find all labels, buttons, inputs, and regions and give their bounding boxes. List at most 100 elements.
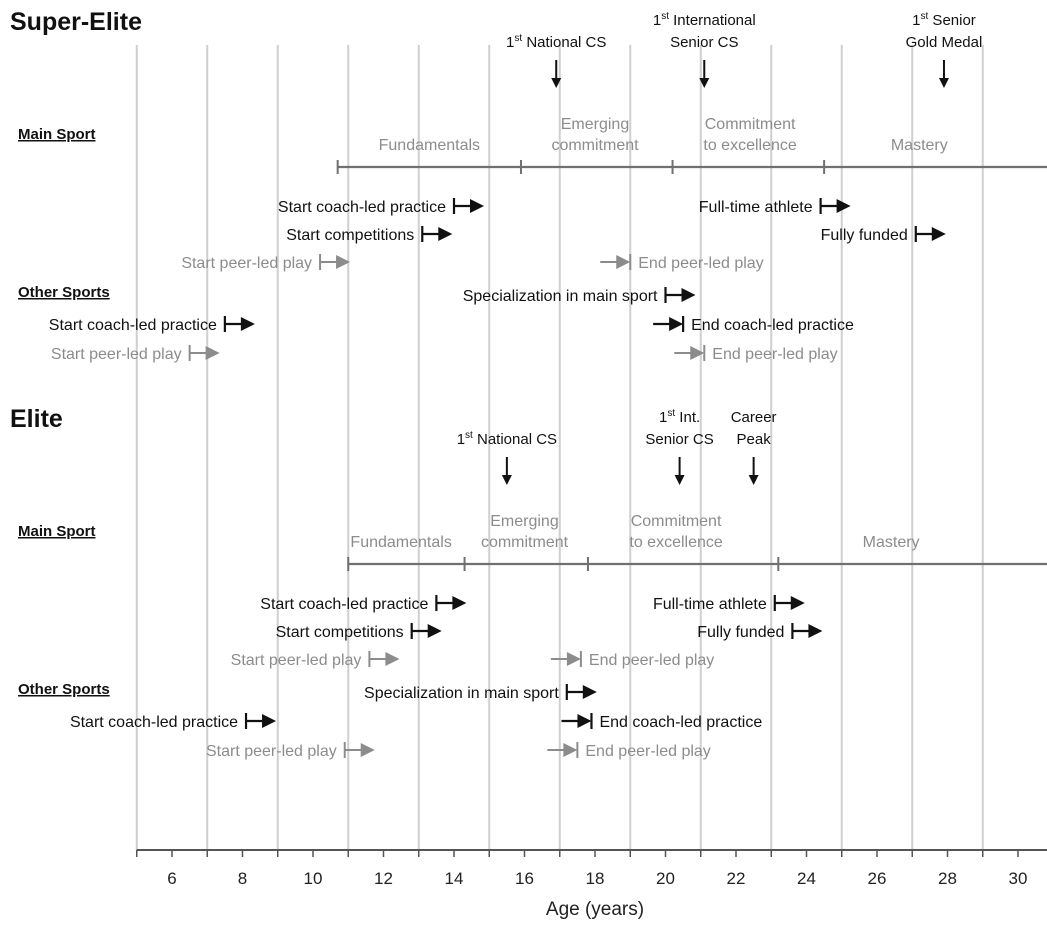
phase-label: Mastery [863, 534, 920, 551]
phase-label: Commitment [705, 116, 796, 133]
marker-arrowhead [360, 743, 375, 757]
axis-tick-label: 24 [797, 869, 816, 888]
event-label: Specialization in main sport [463, 288, 658, 305]
milestone-label: Career [731, 409, 777, 426]
milestone-arrowhead [699, 78, 710, 88]
main-sport-events: Start coach-led practice Start competitio… [181, 198, 946, 272]
event-label: End peer-led play [589, 652, 714, 669]
milestone-arrowhead [938, 78, 949, 88]
milestone: 1st Senior Gold Medal [906, 11, 983, 88]
axis-tick-label: 16 [515, 869, 534, 888]
axis-tick-label: 8 [238, 869, 247, 888]
event-marker [674, 345, 706, 361]
milestone-label: Senior CS [670, 34, 738, 51]
marker-arrowhead [681, 288, 696, 302]
event-marker [664, 287, 696, 303]
event-marker [773, 595, 805, 611]
milestone-arrowhead [674, 475, 685, 485]
phase-label: commitment [481, 534, 569, 551]
axis-tick-label: 26 [868, 869, 887, 888]
event-label: Full-time athlete [653, 596, 767, 613]
event-label: End peer-led play [585, 743, 710, 760]
event-label: End peer-led play [712, 346, 837, 363]
milestone-label: 1st National CS [506, 33, 606, 51]
event-label: Start peer-led play [181, 255, 312, 272]
marker-arrowhead [836, 199, 851, 213]
milestone: 1st National CS [457, 430, 557, 485]
other-sports-events: Specialization in main sport Start coach-… [49, 287, 854, 363]
marker-arrowhead [931, 227, 946, 241]
event-marker [452, 198, 484, 214]
main-sport-heading: Main Sport [18, 523, 96, 540]
phase-line: Fundamentals Emerging commitment Commitment… [336, 116, 1047, 174]
milestone: 1st National CS [506, 33, 606, 88]
milestone-label: Peak [737, 431, 772, 448]
event-marker [368, 651, 400, 667]
other-sports-heading: Other Sports [18, 681, 110, 698]
other-sports-events: Specialization in main sport Start coach-… [70, 684, 762, 760]
marker-arrowhead [563, 743, 578, 757]
event-label: End peer-led play [638, 255, 763, 272]
group-super-elite: Super-Elite 1st National CS 1st Internatio… [10, 8, 1047, 363]
marker-arrowhead [577, 714, 592, 728]
phase-label: Fundamentals [350, 534, 451, 551]
event-label: Full-time athlete [699, 199, 813, 216]
event-label: Start peer-led play [206, 743, 337, 760]
event-label: Specialization in main sport [364, 685, 559, 702]
marker-arrowhead [262, 714, 277, 728]
event-label: Start coach-led practice [49, 317, 217, 334]
event-marker [565, 684, 597, 700]
marker-arrowhead [616, 255, 631, 269]
marker-arrowhead [808, 624, 823, 638]
marker-arrowhead [690, 346, 705, 360]
axis-tick-label: 18 [586, 869, 605, 888]
age-gridlines [135, 45, 984, 850]
phase-label: to excellence [629, 534, 722, 551]
axis-tick-label: 12 [374, 869, 393, 888]
marker-arrowhead [427, 624, 442, 638]
event-label: Start coach-led practice [278, 199, 446, 216]
milestone: Career Peak [731, 409, 777, 485]
axis-tick-label: 14 [445, 869, 464, 888]
milestone-label: Gold Medal [906, 34, 983, 51]
event-label: Start competitions [276, 624, 404, 641]
milestone-label: Senior CS [645, 431, 713, 448]
milestone-label: 1st National CS [457, 430, 557, 448]
phase-label: Emerging [561, 116, 629, 133]
event-marker [435, 595, 467, 611]
athlete-groups: Super-Elite 1st National CS 1st Internatio… [10, 8, 1047, 760]
event-marker [600, 254, 632, 270]
phase-label: to excellence [703, 137, 796, 154]
event-label: Start coach-led practice [70, 714, 238, 731]
main-sport-heading: Main Sport [18, 126, 96, 143]
milestone-label: 1st Int. [659, 408, 700, 426]
marker-arrowhead [205, 346, 220, 360]
milestone-arrowhead [748, 475, 759, 485]
milestone-arrowhead [501, 475, 512, 485]
event-label: Start peer-led play [231, 652, 362, 669]
group-title: Super-Elite [10, 8, 142, 36]
event-label: Start competitions [286, 227, 414, 244]
axis-tick-label: 10 [304, 869, 323, 888]
event-marker [319, 254, 351, 270]
event-marker [653, 316, 685, 332]
event-label: Fully funded [697, 624, 784, 641]
event-marker [421, 226, 453, 242]
event-marker [819, 198, 851, 214]
phase-label: Emerging [490, 513, 558, 530]
marker-arrowhead [336, 255, 351, 269]
event-marker [223, 316, 255, 332]
axis-tick-label: 6 [167, 869, 176, 888]
other-sports-heading: Other Sports [18, 284, 110, 301]
marker-arrowhead [669, 317, 684, 331]
axis-tick-label: 22 [727, 869, 746, 888]
event-label: Start coach-led practice [260, 596, 428, 613]
phase-label: Commitment [631, 513, 722, 530]
event-marker [547, 742, 579, 758]
event-marker [343, 742, 375, 758]
marker-arrowhead [582, 685, 597, 699]
group-title: Elite [10, 405, 63, 433]
event-marker [410, 623, 442, 639]
milestone-label: 1st Senior [912, 11, 976, 29]
axis-tick-label: 28 [938, 869, 957, 888]
